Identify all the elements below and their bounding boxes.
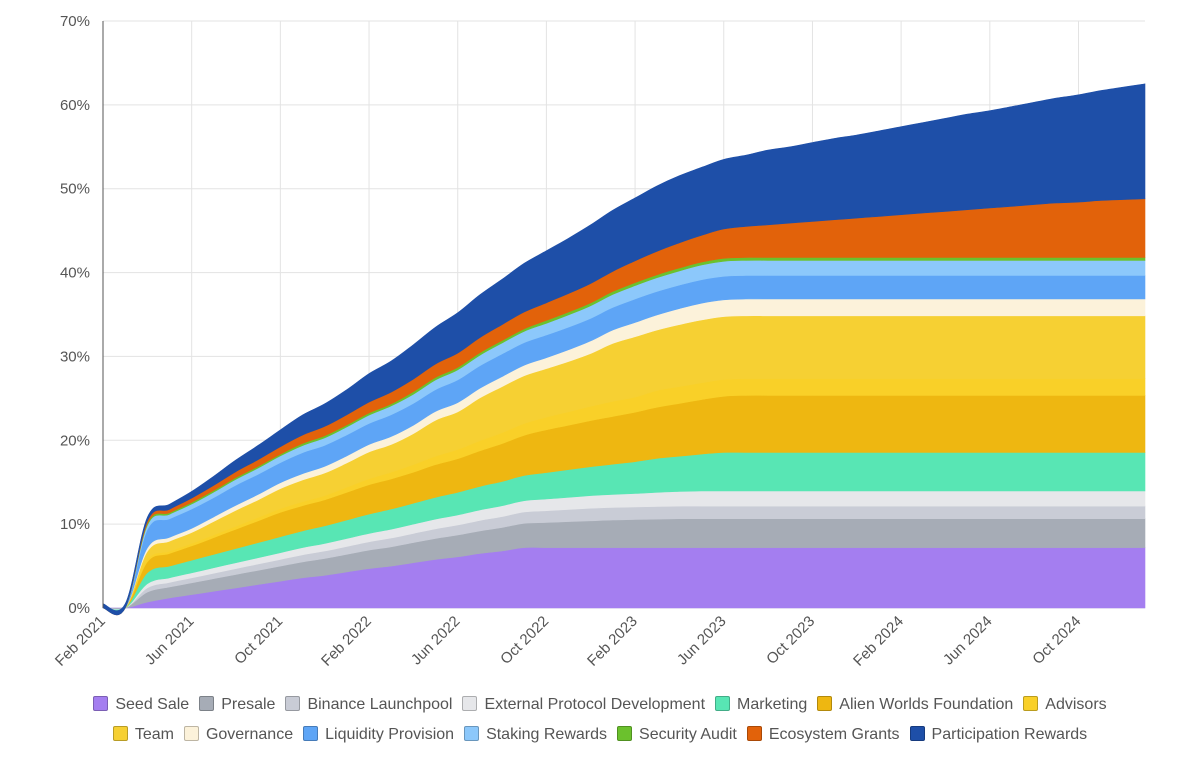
legend-item-staking-rewards[interactable]: Staking Rewards (464, 720, 607, 750)
legend-label: Staking Rewards (486, 726, 608, 743)
y-tick-label: 50% (60, 181, 90, 198)
legend-label: Binance Launchpool (307, 696, 453, 713)
x-axis-tick-labels: Feb 2021 Jun 2021 Oct 2021 Feb 2022 Jun 2022… (52, 613, 1084, 670)
stacked-area-chart: 0% 10% 20% 30% 40% 50% 60% 70% Feb 2021 Jun 2021… (52, 13, 1146, 670)
legend-item-external-protocol-development[interactable]: External Protocol Development (462, 690, 705, 720)
legend-item-ecosystem-grants[interactable]: Ecosystem Grants (746, 720, 900, 750)
legend-swatch (93, 696, 109, 711)
x-tick-label: Oct 2024 (1029, 613, 1084, 668)
legend-label: Participation Rewards (931, 726, 1088, 743)
legend-swatch (462, 696, 478, 711)
legend-item-alien-worlds-foundation[interactable]: Alien Worlds Foundation (817, 690, 1013, 720)
legend-label: Advisors (1045, 696, 1107, 713)
legend-label: Presale (221, 696, 276, 713)
legend-row-2: Team Governance Liquidity Provision Staking… (0, 720, 1200, 750)
legend-swatch (817, 696, 833, 711)
x-tick-label: Feb 2023 (584, 613, 641, 670)
x-tick-label: Oct 2022 (497, 613, 552, 668)
legend-swatch (285, 696, 301, 711)
legend-item-seed-sale[interactable]: Seed Sale (93, 690, 189, 720)
x-tick-label: Jun 2021 (142, 613, 198, 669)
y-tick-label: 70% (60, 13, 90, 30)
x-tick-label: Feb 2021 (52, 613, 109, 670)
legend-item-team[interactable]: Team (112, 720, 174, 750)
legend-item-liquidity-provision[interactable]: Liquidity Provision (303, 720, 454, 750)
legend-swatch (183, 726, 199, 741)
legend-label: Seed Sale (115, 696, 190, 713)
legend-swatch (199, 696, 215, 711)
x-tick-label: Feb 2024 (850, 613, 907, 670)
y-axis-tick-labels: 0% 10% 20% 30% 40% 50% 60% 70% (60, 13, 90, 617)
legend-swatch (303, 726, 319, 741)
legend-item-binance-launchpool[interactable]: Binance Launchpool (285, 690, 452, 720)
legend-row-1: Seed Sale Presale Binance Launchpool Extern… (0, 690, 1200, 720)
legend-label: External Protocol Development (484, 696, 706, 713)
legend-item-participation-rewards[interactable]: Participation Rewards (909, 720, 1088, 750)
legend-label: Alien Worlds Foundation (839, 696, 1014, 713)
x-tick-label: Oct 2023 (763, 613, 818, 668)
y-tick-label: 40% (60, 265, 90, 282)
legend-item-security-audit[interactable]: Security Audit (617, 720, 737, 750)
legend-label: Team (134, 726, 174, 743)
legend-item-governance[interactable]: Governance (183, 720, 294, 750)
legend-label: Liquidity Provision (325, 726, 455, 743)
legend-swatch (715, 696, 731, 711)
legend-item-presale[interactable]: Presale (199, 690, 275, 720)
legend-swatch (464, 726, 480, 741)
x-tick-label: Oct 2021 (231, 613, 286, 668)
x-tick-label: Jun 2022 (408, 613, 464, 669)
legend-item-advisors[interactable]: Advisors (1023, 690, 1107, 720)
y-tick-label: 10% (60, 516, 90, 533)
chart-legend: Seed Sale Presale Binance Launchpool Extern… (0, 690, 1200, 750)
y-tick-label: 0% (68, 600, 90, 617)
x-tick-label: Feb 2022 (318, 613, 375, 670)
legend-swatch (746, 726, 762, 741)
y-tick-label: 20% (60, 432, 90, 449)
legend-swatch (112, 726, 128, 741)
legend-swatch (1023, 696, 1039, 711)
x-tick-label: Jun 2023 (674, 613, 730, 669)
chart-series-areas (102, 83, 1146, 616)
legend-label: Ecosystem Grants (768, 726, 900, 743)
legend-label: Governance (205, 726, 294, 743)
legend-label: Security Audit (639, 726, 737, 743)
x-tick-label: Jun 2024 (940, 613, 996, 669)
y-tick-label: 60% (60, 97, 90, 114)
series-area-participation-rewards (102, 83, 1146, 616)
legend-label: Marketing (737, 696, 808, 713)
legend-swatch (617, 726, 633, 741)
legend-swatch (909, 726, 925, 741)
y-tick-label: 30% (60, 348, 90, 365)
legend-item-marketing[interactable]: Marketing (715, 690, 807, 720)
